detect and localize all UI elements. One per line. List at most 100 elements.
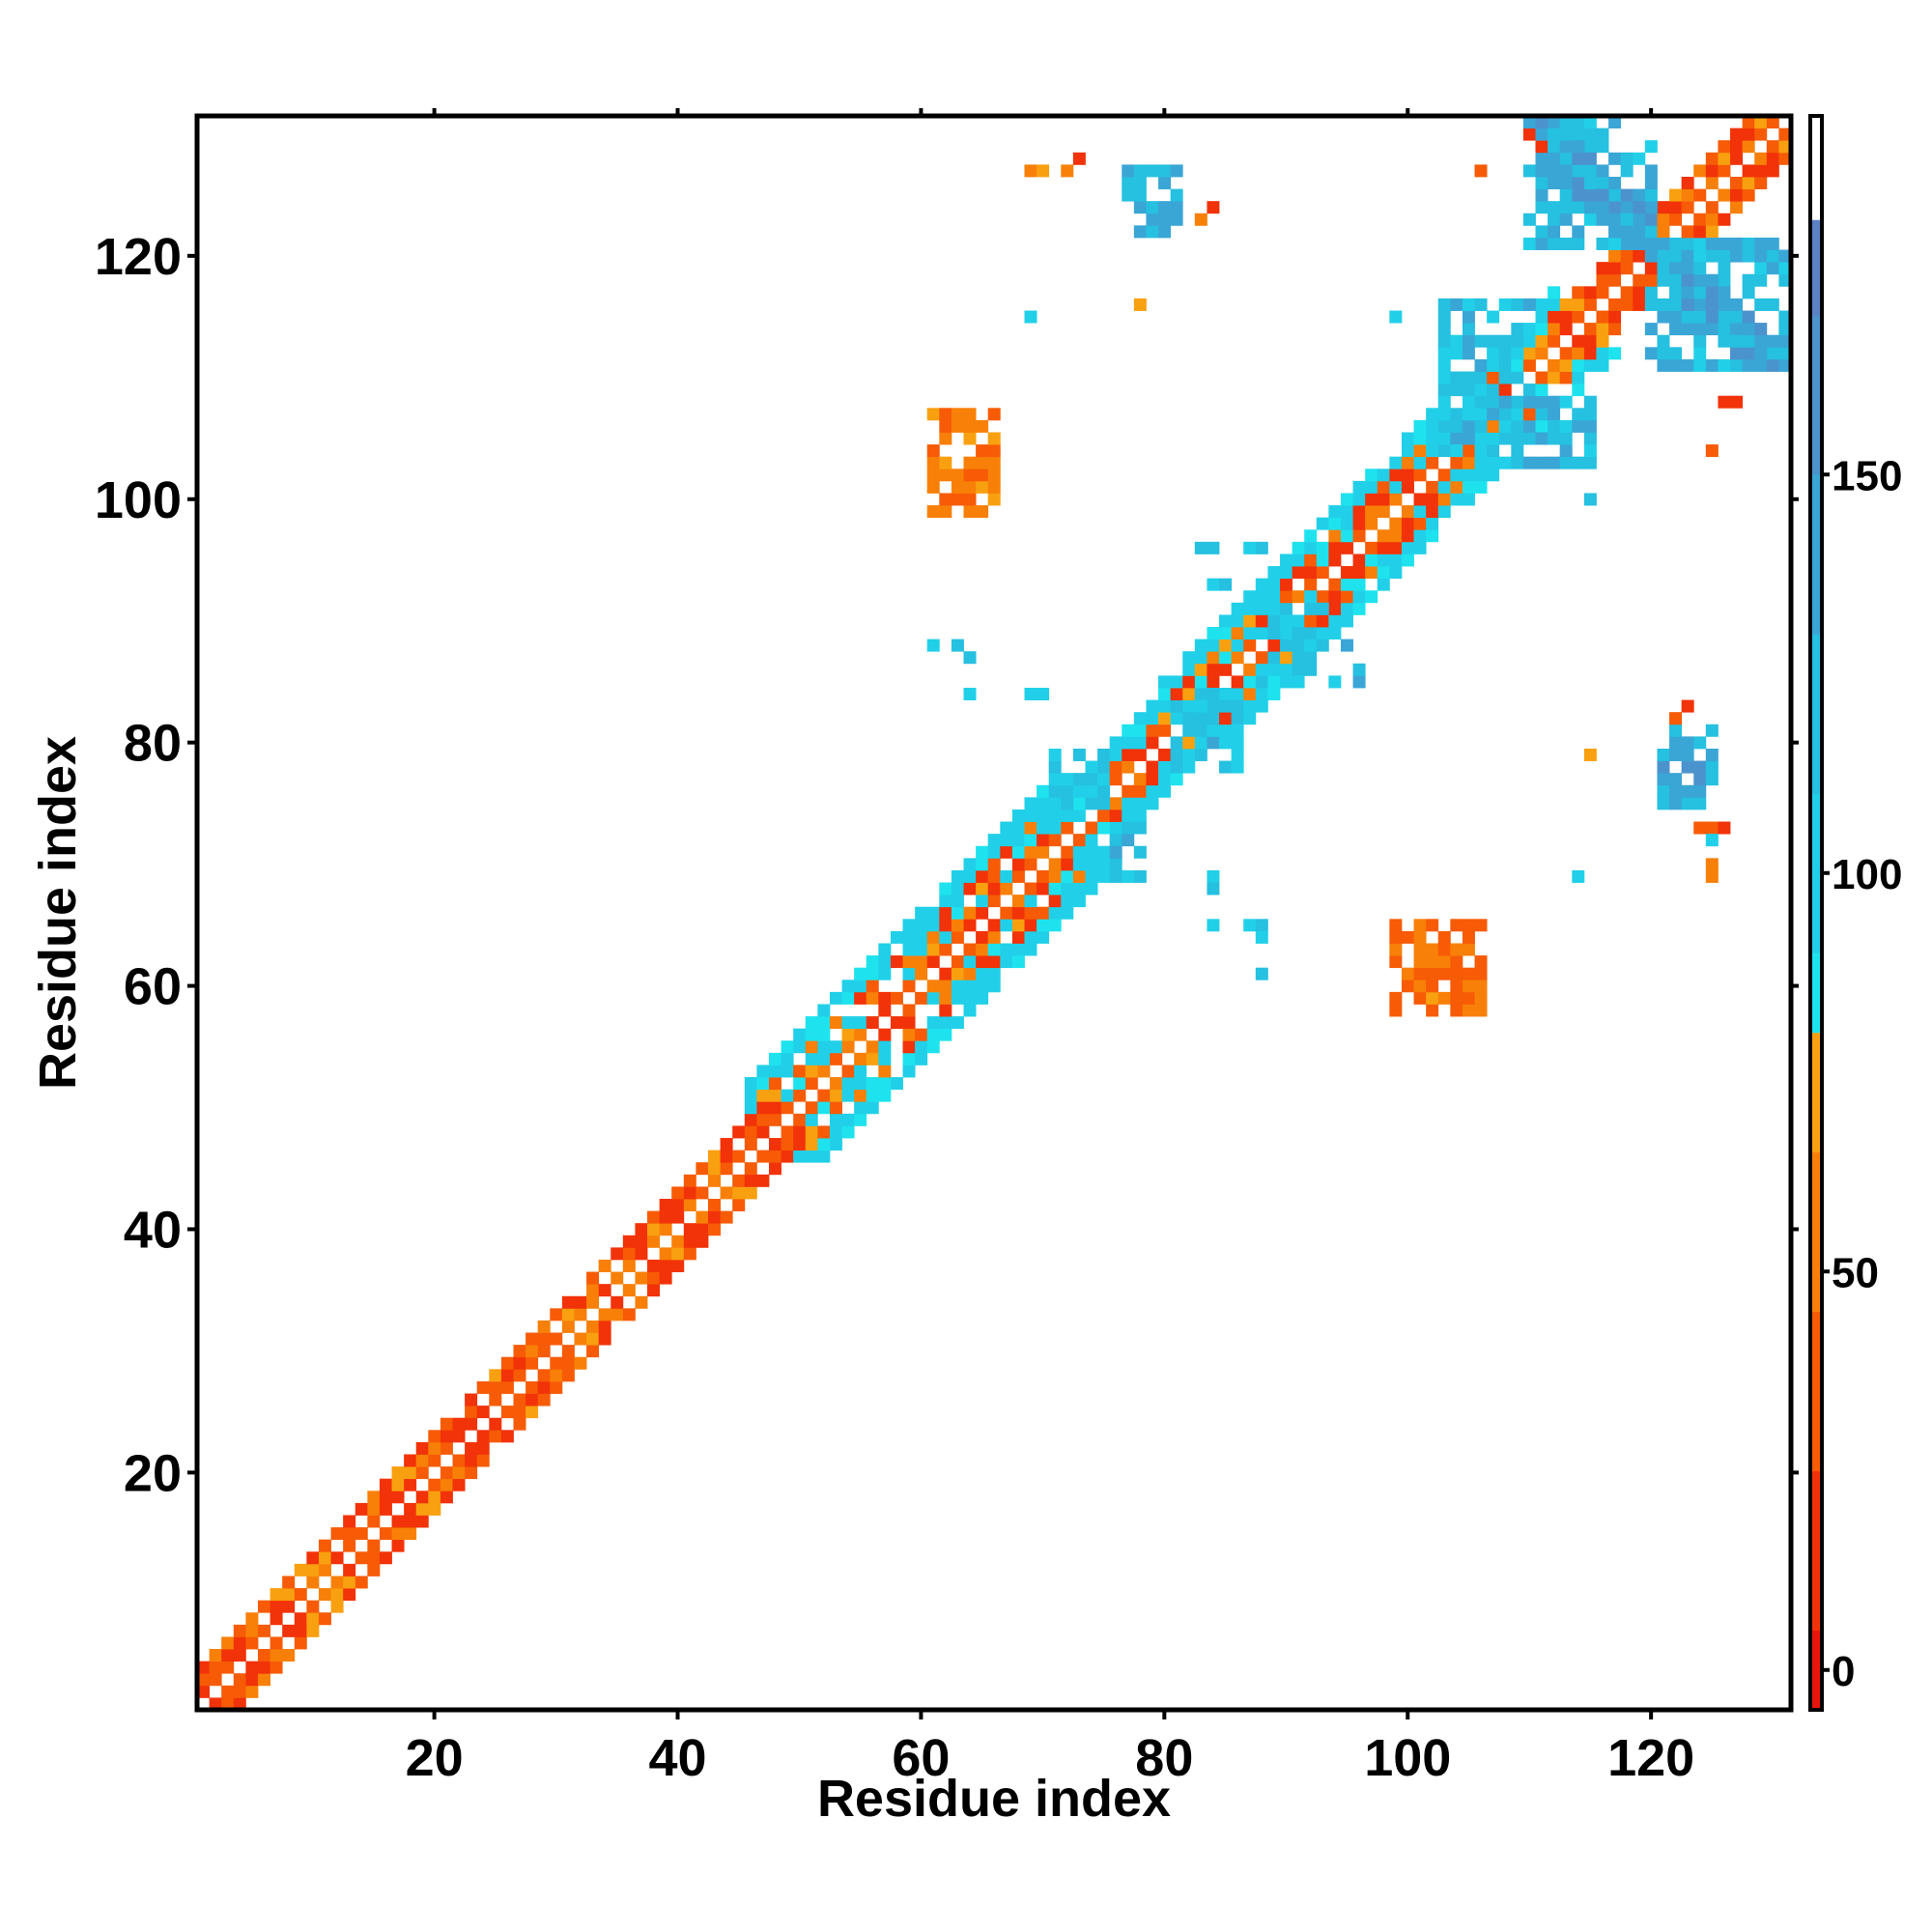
heatmap-cell <box>1766 152 1779 165</box>
heatmap-cell <box>1389 541 1403 554</box>
heatmap-cell <box>1705 273 1719 287</box>
heatmap-cell <box>1413 505 1427 519</box>
heatmap-cell <box>951 1016 964 1030</box>
heatmap-cell <box>854 1101 867 1115</box>
heatmap-cell <box>1231 639 1244 652</box>
heatmap-cell <box>1037 797 1050 810</box>
colorbar-band <box>1810 1630 1822 1711</box>
heatmap-cell <box>1681 225 1694 239</box>
heatmap-cell <box>902 919 916 932</box>
heatmap-cell <box>1365 493 1378 506</box>
heatmap-cell <box>1730 188 1744 202</box>
heatmap-cell <box>1718 213 1731 226</box>
heatmap-cell <box>1596 347 1609 360</box>
heatmap-cell <box>1426 919 1439 932</box>
heatmap-cell <box>1693 760 1707 774</box>
heatmap-cell <box>1693 736 1707 750</box>
heatmap-cell <box>586 1345 600 1358</box>
heatmap-cell <box>1705 858 1719 871</box>
heatmap-cell <box>1462 432 1475 445</box>
heatmap-cell <box>1535 432 1548 445</box>
heatmap-cell <box>1705 286 1719 299</box>
heatmap-cell <box>805 1101 818 1115</box>
heatmap-cell <box>1389 566 1403 580</box>
heatmap-cell <box>1000 906 1013 920</box>
heatmap-cell <box>1462 480 1475 494</box>
heatmap-cell <box>1267 663 1281 676</box>
heatmap-cell <box>1292 614 1305 628</box>
heatmap-cell <box>404 1515 417 1528</box>
heatmap-cell <box>1219 651 1233 665</box>
heatmap-cell <box>1037 906 1050 920</box>
heatmap-cell <box>708 1198 722 1211</box>
heatmap-cell <box>781 1101 794 1115</box>
heatmap-cell <box>1037 869 1050 883</box>
heatmap-cell <box>902 1052 916 1065</box>
heatmap-cell <box>951 408 964 421</box>
heatmap-cell <box>1718 249 1731 263</box>
heatmap-cell <box>987 980 1001 993</box>
heatmap-cell <box>1572 116 1585 128</box>
heatmap-cell <box>415 1491 429 1504</box>
heatmap-cell <box>440 1430 453 1443</box>
heatmap-cell <box>1693 347 1707 360</box>
heatmap-cell <box>1548 237 1561 250</box>
heatmap-cell <box>720 1138 733 1151</box>
heatmap-cell <box>1681 262 1694 275</box>
heatmap-cell <box>1401 480 1414 494</box>
heatmap-cell <box>1730 249 1744 263</box>
heatmap-cell <box>1170 748 1183 761</box>
heatmap-cell <box>489 1393 502 1406</box>
heatmap-cell <box>1596 128 1609 141</box>
heatmap-cell <box>1182 724 1196 737</box>
heatmap-cell <box>1669 323 1683 336</box>
heatmap-cell <box>1718 152 1731 165</box>
heatmap-cell <box>817 1150 831 1163</box>
heatmap-cell <box>1024 834 1037 847</box>
heatmap-cell <box>1304 541 1318 554</box>
heatmap-cell <box>367 1491 381 1504</box>
heatmap-cell <box>1048 821 1062 835</box>
heatmap-cell <box>622 1308 636 1321</box>
heatmap-cell <box>1413 919 1427 932</box>
heatmap-cell <box>1011 834 1025 847</box>
heatmap-cell <box>1340 541 1353 554</box>
heatmap-cell <box>976 858 989 871</box>
heatmap-cell <box>1450 991 1463 1005</box>
heatmap-cell <box>1754 323 1768 336</box>
heatmap-cell <box>1401 967 1414 980</box>
heatmap-cell <box>1620 249 1634 263</box>
heatmap-cell <box>1048 834 1062 847</box>
heatmap-cell <box>720 1162 733 1176</box>
heatmap-cell <box>1705 748 1719 761</box>
heatmap-cell <box>1572 384 1585 397</box>
heatmap-cell <box>1572 419 1585 433</box>
heatmap-cell <box>1693 323 1707 336</box>
heatmap-cell <box>866 1101 879 1115</box>
heatmap-cell <box>1437 384 1451 397</box>
heatmap-cell <box>611 1271 624 1285</box>
heatmap-cell <box>659 1247 672 1261</box>
heatmap-cell <box>513 1356 526 1370</box>
heatmap-cell <box>1085 845 1098 859</box>
x-tick-label: 40 <box>648 1729 706 1787</box>
heatmap-cell <box>1413 955 1427 969</box>
colorbar-tick-label: 0 <box>1832 1648 1855 1695</box>
heatmap-cell <box>1657 298 1670 311</box>
heatmap-cell <box>379 1491 392 1504</box>
heatmap-cell <box>1024 882 1037 895</box>
heatmap-cell <box>1328 505 1342 519</box>
heatmap-cell <box>574 1356 587 1370</box>
heatmap-cell <box>1450 371 1463 384</box>
heatmap-cell <box>1548 358 1561 372</box>
heatmap-cell <box>1219 699 1233 713</box>
heatmap-cell <box>1207 201 1220 214</box>
heatmap-cell <box>890 1077 903 1091</box>
heatmap-cell <box>1572 164 1585 178</box>
heatmap-cell <box>1365 469 1378 482</box>
heatmap-cell <box>768 1150 781 1163</box>
heatmap-cell <box>561 1295 575 1309</box>
heatmap-cell <box>926 1040 940 1054</box>
heatmap-cell <box>1426 1004 1439 1017</box>
heatmap-cell <box>1535 323 1548 336</box>
